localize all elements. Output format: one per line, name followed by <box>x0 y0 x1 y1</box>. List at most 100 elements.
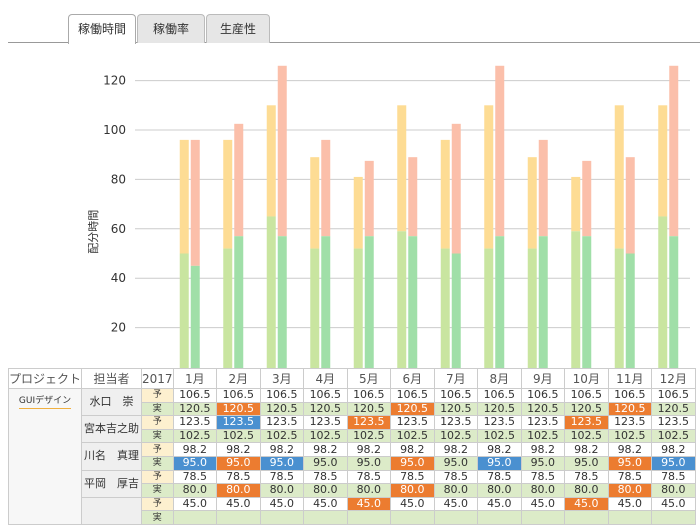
plan-hours-cell[interactable]: 106.5 <box>346 388 392 403</box>
plan-hours-cell[interactable]: 78.5 <box>564 469 609 485</box>
actual-hours-cell[interactable]: 102.5 <box>477 428 522 444</box>
plan-hours-cell[interactable]: 106.5 <box>477 388 522 403</box>
actual-hours-cell[interactable]: 80.0 <box>303 483 348 498</box>
actual-hours-cell[interactable]: 80.0 <box>259 483 305 498</box>
actual-hours-cell[interactable]: 120.5 <box>346 401 392 417</box>
plan-hours-cell[interactable]: 45.0 <box>216 496 261 512</box>
plan-hours-cell[interactable]: 78.5 <box>259 469 305 485</box>
actual-hours-cell[interactable]: 80.0 <box>651 483 696 498</box>
plan-hours-cell[interactable]: 45.0 <box>607 496 653 512</box>
plan-hours-cell[interactable]: 98.2 <box>259 442 305 457</box>
plan-hours-cell[interactable]: 106.5 <box>607 388 653 403</box>
tab-productivity[interactable]: 生産性 <box>206 14 270 43</box>
plan-hours-cell[interactable]: 106.5 <box>259 388 305 403</box>
plan-hours-cell[interactable]: 78.5 <box>303 469 348 485</box>
tab-operating-rate[interactable]: 稼働率 <box>137 14 205 43</box>
actual-hours-cell[interactable]: 95.0 <box>172 455 218 471</box>
plan-hours-cell[interactable]: 123.5 <box>259 415 305 430</box>
plan-hours-cell[interactable]: 106.5 <box>651 388 696 403</box>
plan-hours-cell[interactable]: 78.5 <box>216 469 261 485</box>
plan-hours-cell[interactable]: 123.5 <box>433 415 479 430</box>
plan-hours-cell[interactable]: 78.5 <box>346 469 392 485</box>
actual-hours-cell[interactable] <box>651 510 696 525</box>
plan-hours-cell[interactable]: 106.5 <box>172 388 218 403</box>
plan-hours-cell[interactable]: 98.2 <box>607 442 653 457</box>
plan-hours-cell[interactable]: 106.5 <box>390 388 435 403</box>
plan-hours-cell[interactable]: 106.5 <box>564 388 609 403</box>
actual-hours-cell[interactable]: 95.0 <box>651 455 696 471</box>
plan-hours-cell[interactable]: 123.5 <box>651 415 696 430</box>
actual-hours-cell[interactable]: 102.5 <box>651 428 696 444</box>
plan-hours-cell[interactable]: 45.0 <box>346 496 392 512</box>
actual-hours-cell[interactable]: 102.5 <box>390 428 435 444</box>
plan-hours-cell[interactable]: 45.0 <box>477 496 522 512</box>
plan-hours-cell[interactable]: 45.0 <box>433 496 479 512</box>
actual-hours-cell[interactable] <box>520 510 566 525</box>
plan-hours-cell[interactable]: 98.2 <box>651 442 696 457</box>
actual-hours-cell[interactable]: 120.5 <box>390 401 435 417</box>
actual-hours-cell[interactable]: 95.0 <box>477 455 522 471</box>
plan-hours-cell[interactable]: 123.5 <box>346 415 392 430</box>
tab-operating-hours[interactable]: 稼働時間 <box>68 14 136 44</box>
plan-hours-cell[interactable]: 123.5 <box>520 415 566 430</box>
actual-hours-cell[interactable]: 102.5 <box>259 428 305 444</box>
actual-hours-cell[interactable]: 95.0 <box>564 455 609 471</box>
actual-hours-cell[interactable] <box>172 510 218 525</box>
plan-hours-cell[interactable]: 78.5 <box>520 469 566 485</box>
plan-hours-cell[interactable]: 98.2 <box>564 442 609 457</box>
actual-hours-cell[interactable]: 95.0 <box>607 455 653 471</box>
plan-hours-cell[interactable]: 78.5 <box>651 469 696 485</box>
actual-hours-cell[interactable] <box>303 510 348 525</box>
plan-hours-cell[interactable]: 106.5 <box>433 388 479 403</box>
actual-hours-cell[interactable]: 102.5 <box>520 428 566 444</box>
actual-hours-cell[interactable]: 80.0 <box>477 483 522 498</box>
plan-hours-cell[interactable]: 98.2 <box>390 442 435 457</box>
plan-hours-cell[interactable]: 78.5 <box>172 469 218 485</box>
actual-hours-cell[interactable]: 80.0 <box>607 483 653 498</box>
actual-hours-cell[interactable]: 120.5 <box>259 401 305 417</box>
plan-hours-cell[interactable]: 106.5 <box>303 388 348 403</box>
plan-hours-cell[interactable]: 78.5 <box>477 469 522 485</box>
plan-hours-cell[interactable]: 45.0 <box>564 496 609 512</box>
plan-hours-cell[interactable]: 45.0 <box>259 496 305 512</box>
actual-hours-cell[interactable]: 95.0 <box>346 455 392 471</box>
plan-hours-cell[interactable]: 123.5 <box>477 415 522 430</box>
project-cell[interactable]: GUIデザイン <box>7 388 83 525</box>
actual-hours-cell[interactable]: 120.5 <box>433 401 479 417</box>
actual-hours-cell[interactable]: 120.5 <box>607 401 653 417</box>
plan-hours-cell[interactable]: 123.5 <box>172 415 218 430</box>
actual-hours-cell[interactable]: 102.5 <box>303 428 348 444</box>
plan-hours-cell[interactable]: 98.2 <box>172 442 218 457</box>
actual-hours-cell[interactable]: 102.5 <box>564 428 609 444</box>
plan-hours-cell[interactable]: 123.5 <box>607 415 653 430</box>
actual-hours-cell[interactable]: 120.5 <box>520 401 566 417</box>
plan-hours-cell[interactable]: 98.2 <box>346 442 392 457</box>
actual-hours-cell[interactable]: 102.5 <box>172 428 218 444</box>
plan-hours-cell[interactable]: 45.0 <box>651 496 696 512</box>
plan-hours-cell[interactable]: 45.0 <box>520 496 566 512</box>
actual-hours-cell[interactable]: 80.0 <box>433 483 479 498</box>
plan-hours-cell[interactable]: 78.5 <box>433 469 479 485</box>
actual-hours-cell[interactable] <box>259 510 305 525</box>
actual-hours-cell[interactable]: 80.0 <box>346 483 392 498</box>
actual-hours-cell[interactable]: 80.0 <box>390 483 435 498</box>
plan-hours-cell[interactable]: 78.5 <box>390 469 435 485</box>
plan-hours-cell[interactable]: 98.2 <box>477 442 522 457</box>
plan-hours-cell[interactable]: 98.2 <box>216 442 261 457</box>
actual-hours-cell[interactable]: 95.0 <box>216 455 261 471</box>
actual-hours-cell[interactable]: 120.5 <box>216 401 261 417</box>
actual-hours-cell[interactable] <box>216 510 261 525</box>
actual-hours-cell[interactable]: 80.0 <box>564 483 609 498</box>
actual-hours-cell[interactable]: 80.0 <box>520 483 566 498</box>
plan-hours-cell[interactable]: 98.2 <box>433 442 479 457</box>
actual-hours-cell[interactable]: 120.5 <box>651 401 696 417</box>
plan-hours-cell[interactable]: 123.5 <box>216 415 261 430</box>
plan-hours-cell[interactable]: 106.5 <box>216 388 261 403</box>
plan-hours-cell[interactable]: 45.0 <box>390 496 435 512</box>
plan-hours-cell[interactable]: 45.0 <box>172 496 218 512</box>
actual-hours-cell[interactable]: 95.0 <box>433 455 479 471</box>
actual-hours-cell[interactable] <box>433 510 479 525</box>
actual-hours-cell[interactable]: 95.0 <box>520 455 566 471</box>
actual-hours-cell[interactable]: 95.0 <box>303 455 348 471</box>
actual-hours-cell[interactable]: 80.0 <box>216 483 261 498</box>
